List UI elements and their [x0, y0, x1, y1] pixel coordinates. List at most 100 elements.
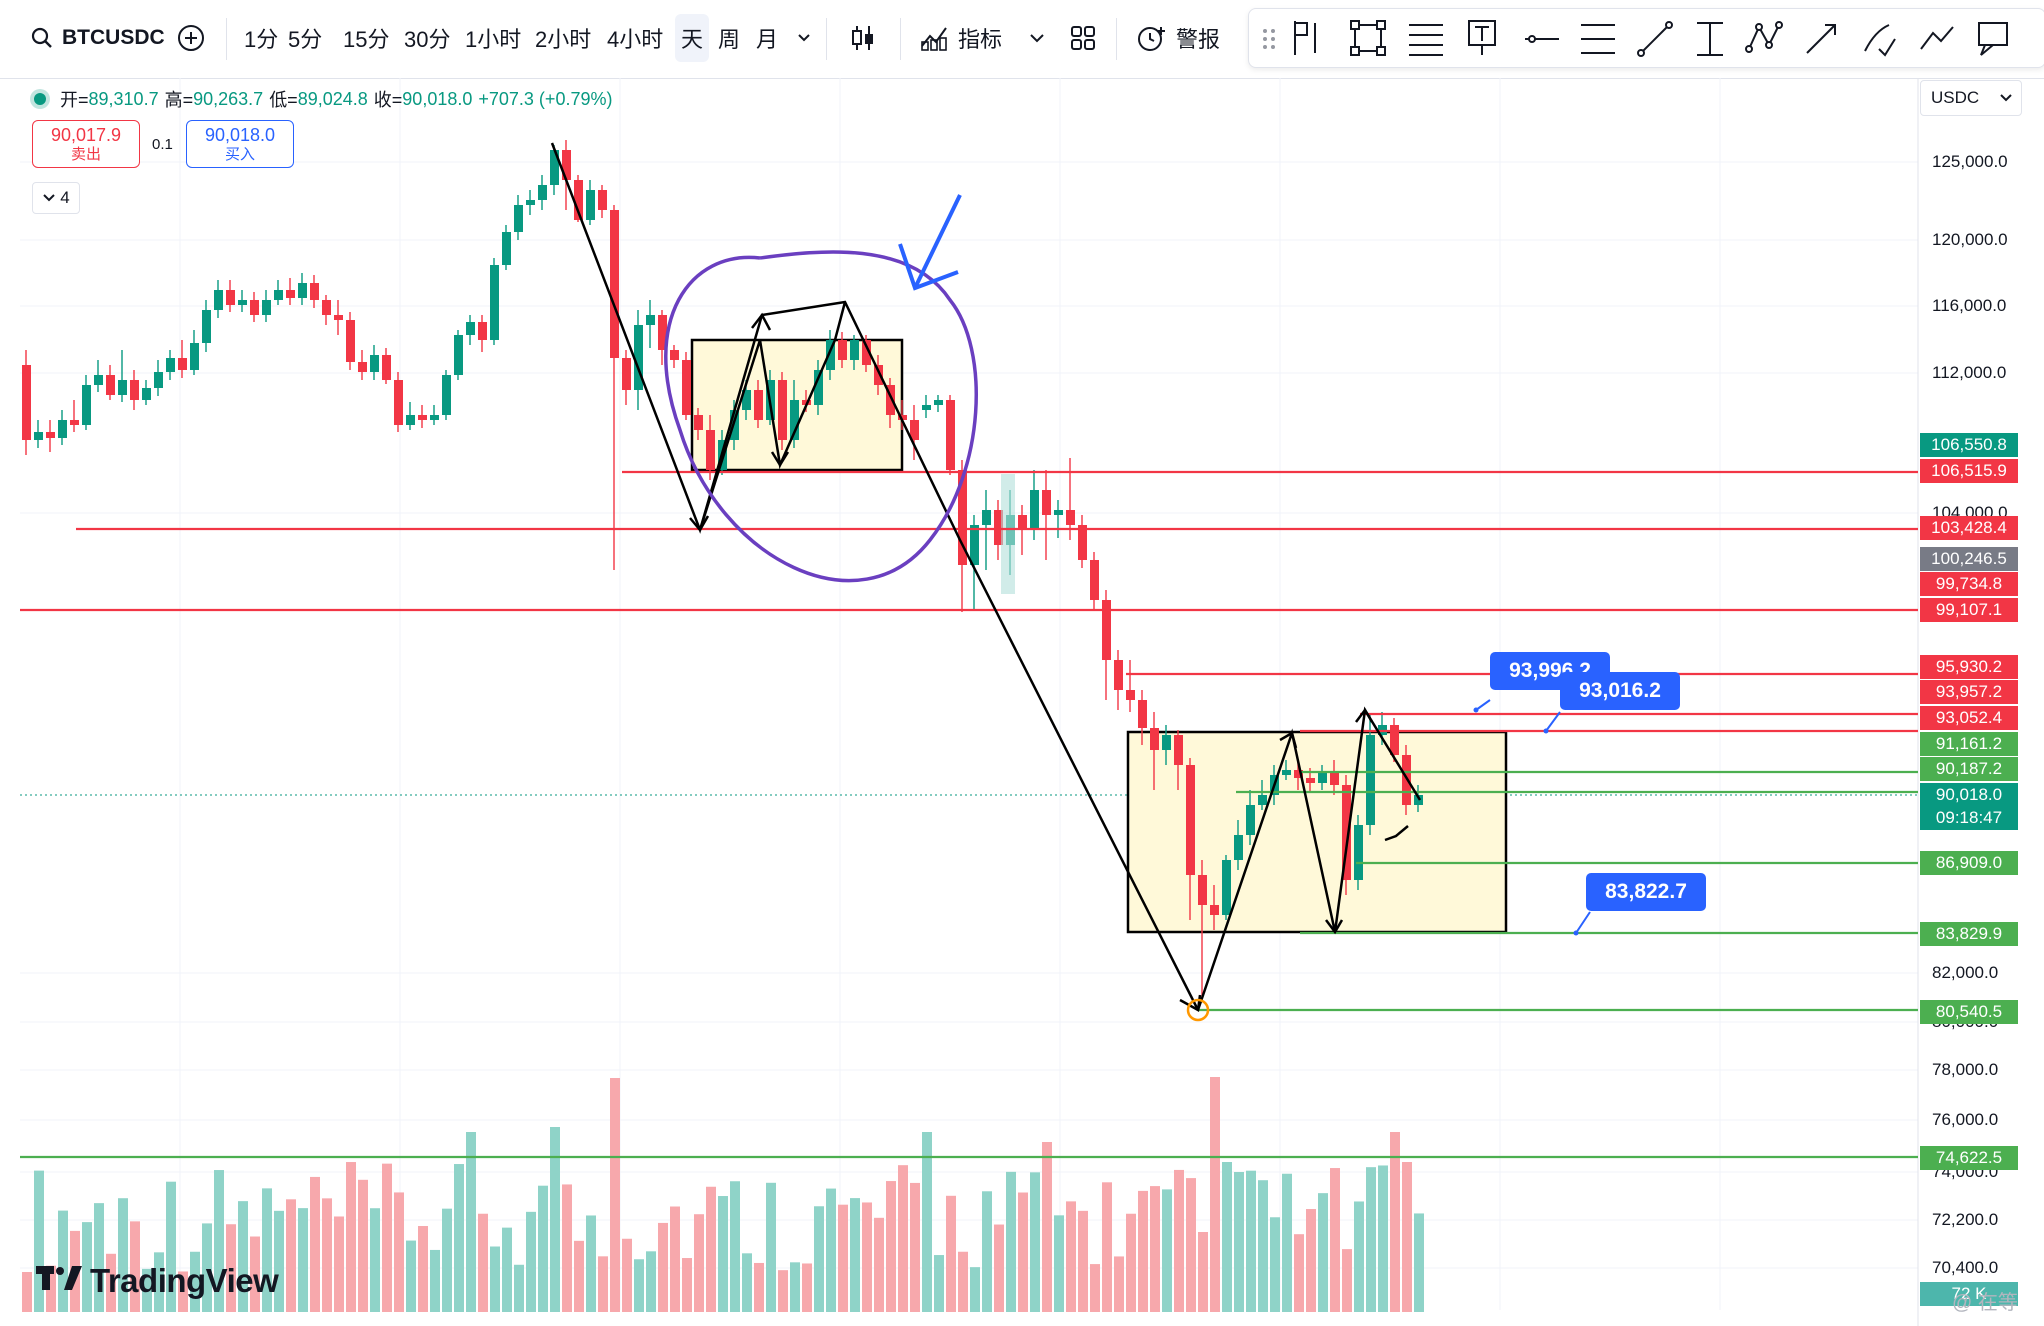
interval-3[interactable]: 30分	[404, 27, 451, 52]
volume-bar	[1102, 1182, 1112, 1312]
price-badge: 83,829.9	[1920, 922, 2018, 946]
volume-bar	[442, 1208, 452, 1312]
volume-bar	[562, 1184, 572, 1312]
volume-bar	[502, 1227, 512, 1312]
layout-button[interactable]	[1070, 14, 1096, 62]
volume-bar	[610, 1078, 620, 1312]
volume-bar	[334, 1216, 344, 1312]
volume-bar	[1402, 1162, 1412, 1312]
volume-bar	[1222, 1162, 1232, 1312]
interval-8[interactable]: 周	[718, 27, 741, 52]
price-badge: 99,734.8	[1920, 572, 2018, 596]
candle-body	[1246, 805, 1255, 835]
interval-5[interactable]: 2小时	[535, 27, 592, 52]
blue-arrow-annotation	[898, 194, 962, 291]
volume-bar	[886, 1181, 896, 1312]
close-label: 收=	[373, 90, 403, 110]
candle-body	[610, 210, 619, 358]
indicators-dropdown[interactable]	[1028, 14, 1046, 62]
price-callout[interactable]: 83,822.7	[1586, 873, 1706, 911]
interval-6[interactable]: 4小时	[607, 27, 664, 52]
callout-label: 83,822.7	[1605, 880, 1687, 903]
volume-bar	[1282, 1173, 1292, 1312]
volume-bar	[838, 1204, 848, 1312]
price-badge: 74,622.5	[1920, 1146, 2018, 1170]
volume-bar	[574, 1240, 584, 1312]
price-callout[interactable]: 93,016.2	[1560, 672, 1680, 710]
indicators-button[interactable]: 指标	[920, 14, 1002, 62]
volume-bar	[34, 1170, 44, 1312]
volume-bar	[550, 1127, 560, 1312]
candle-ghost	[1001, 474, 1015, 594]
currency-select[interactable]: USDC	[1920, 80, 2022, 116]
volume-bar	[1414, 1213, 1424, 1312]
candle-body	[1390, 725, 1399, 755]
low-label: 低=	[269, 90, 298, 110]
price-tick: 120,000.0	[1932, 230, 2008, 249]
volume-bar	[106, 1253, 116, 1312]
candle-body	[1078, 525, 1087, 560]
candle-body	[34, 432, 43, 440]
main-trend-line	[550, 142, 1200, 1011]
price-badge: 100,246.5	[1920, 547, 2018, 571]
symbol-search[interactable]: BTCUSDC	[30, 14, 165, 62]
volume-bar	[142, 1268, 152, 1312]
buy-button[interactable]: 90,018.0 买入	[186, 120, 294, 168]
volume-bar	[1354, 1201, 1364, 1312]
interval-9[interactable]: 月	[756, 27, 779, 52]
candle-body	[658, 315, 667, 350]
candle-body	[622, 358, 631, 390]
volume-bar	[478, 1213, 488, 1312]
price-tick: 76,000.0	[1932, 1110, 1999, 1129]
chart-type-button[interactable]	[850, 14, 876, 62]
price-badge: 86,909.0	[1920, 851, 2018, 875]
trend-line-icon	[1637, 21, 1673, 57]
volume-bar	[874, 1217, 884, 1312]
volume-bar	[490, 1246, 500, 1312]
alert-button[interactable]: 警报	[1136, 14, 1220, 62]
candle-body	[1018, 515, 1027, 530]
price-badge: 93,957.2	[1920, 680, 2018, 704]
status-dot-icon	[34, 93, 46, 105]
candle-body	[1174, 735, 1183, 765]
price-tick: 70,400.0	[1932, 1258, 1999, 1277]
tv-logo-icon	[36, 1262, 82, 1300]
tradingview-logo[interactable]: TradingView	[36, 1262, 279, 1300]
indicators-collapse-button[interactable]: 4	[32, 182, 80, 214]
candle-body	[634, 325, 643, 390]
price-badge: 106,515.9	[1920, 459, 2018, 483]
price-tick: 125,000.0	[1932, 152, 2008, 171]
interval-4[interactable]: 1小时	[465, 27, 522, 52]
volume-bar	[322, 1198, 332, 1312]
interval-0[interactable]: 1分	[244, 27, 279, 52]
indicator-count: 4	[60, 188, 70, 207]
volume-bar	[1246, 1170, 1256, 1312]
interval-2[interactable]: 15分	[343, 27, 390, 52]
interval-7[interactable]: 天	[675, 14, 710, 62]
candle-body	[466, 322, 475, 335]
volume-bar	[1186, 1178, 1196, 1312]
volume-bar	[130, 1221, 140, 1312]
compare-symbol-button[interactable]	[176, 14, 206, 62]
candle-body	[226, 290, 235, 305]
candle-body	[478, 322, 487, 340]
volume-bar	[226, 1224, 236, 1312]
candle-body	[118, 380, 127, 395]
rectangle-icon	[1350, 20, 1386, 56]
pattern-icon	[1745, 21, 1783, 53]
sell-button[interactable]: 90,017.9 卖出	[32, 120, 140, 168]
volume-bar	[1366, 1167, 1376, 1312]
interval-1[interactable]: 5分	[288, 27, 323, 52]
parallel-channel-icon	[1581, 24, 1615, 54]
high-label: 高=	[164, 90, 194, 110]
interval-dropdown[interactable]	[796, 14, 812, 62]
volume-bar	[406, 1240, 416, 1312]
volume-bar	[766, 1182, 776, 1312]
volume-bar	[394, 1192, 404, 1312]
indicators-icon	[920, 24, 950, 52]
price-chart[interactable]	[0, 78, 2044, 1326]
volume-bar	[922, 1132, 932, 1312]
price-tick: 78,000.0	[1932, 1060, 1999, 1079]
candle-body	[586, 190, 595, 220]
volume-bar	[994, 1224, 1004, 1312]
